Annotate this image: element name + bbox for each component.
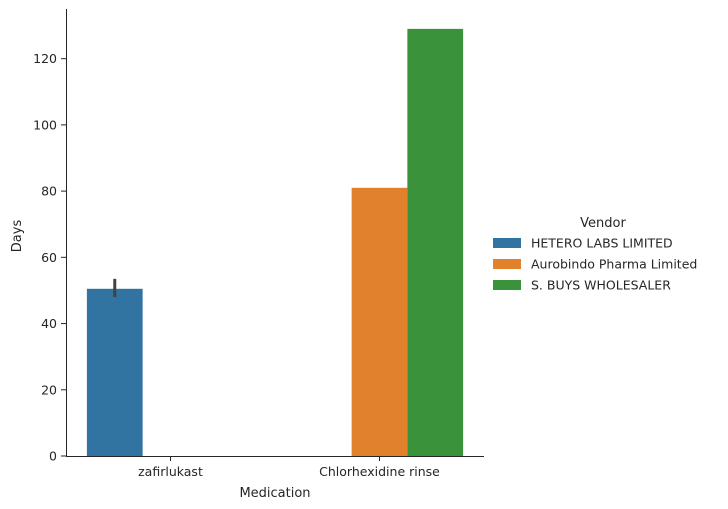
bar-1-2: [407, 28, 464, 456]
y-tick-label-6: 120: [33, 51, 57, 66]
x-tick-label-1: Chlorhexidine rinse: [319, 464, 440, 479]
y-ticks-group: 0 20 40 60 80 100 120: [33, 51, 66, 464]
y-axis-label: Days: [10, 220, 25, 253]
legend-label-2: S. BUYS WHOLESALER: [531, 278, 671, 293]
y-tick-label-2: 40: [41, 316, 57, 331]
x-axis-label: Medication: [239, 486, 310, 501]
x-ticks-group: zafirlukast Chlorhexidine rinse: [138, 456, 440, 479]
y-tick-label-1: 20: [41, 382, 57, 397]
bars-group: [86, 28, 464, 457]
y-tick-label-0: 0: [49, 449, 57, 464]
legend-label-1: Aurobindo Pharma Limited: [531, 257, 697, 272]
y-tick-label-4: 80: [41, 184, 57, 199]
bar-1-1: [351, 187, 408, 457]
bar-0-0: [86, 288, 143, 456]
legend-label-0: HETERO LABS LIMITED: [531, 236, 673, 251]
y-tick-label-5: 100: [33, 117, 57, 132]
x-tick-label-0: zafirlukast: [138, 464, 203, 479]
legend-swatch-1: [493, 259, 521, 269]
legend-title: Vendor: [580, 216, 626, 231]
y-tick-label-3: 60: [41, 250, 57, 265]
legend: Vendor HETERO LABS LIMITED Aurobindo Phar…: [493, 216, 697, 293]
legend-swatch-0: [493, 238, 521, 248]
legend-swatch-2: [493, 280, 521, 290]
